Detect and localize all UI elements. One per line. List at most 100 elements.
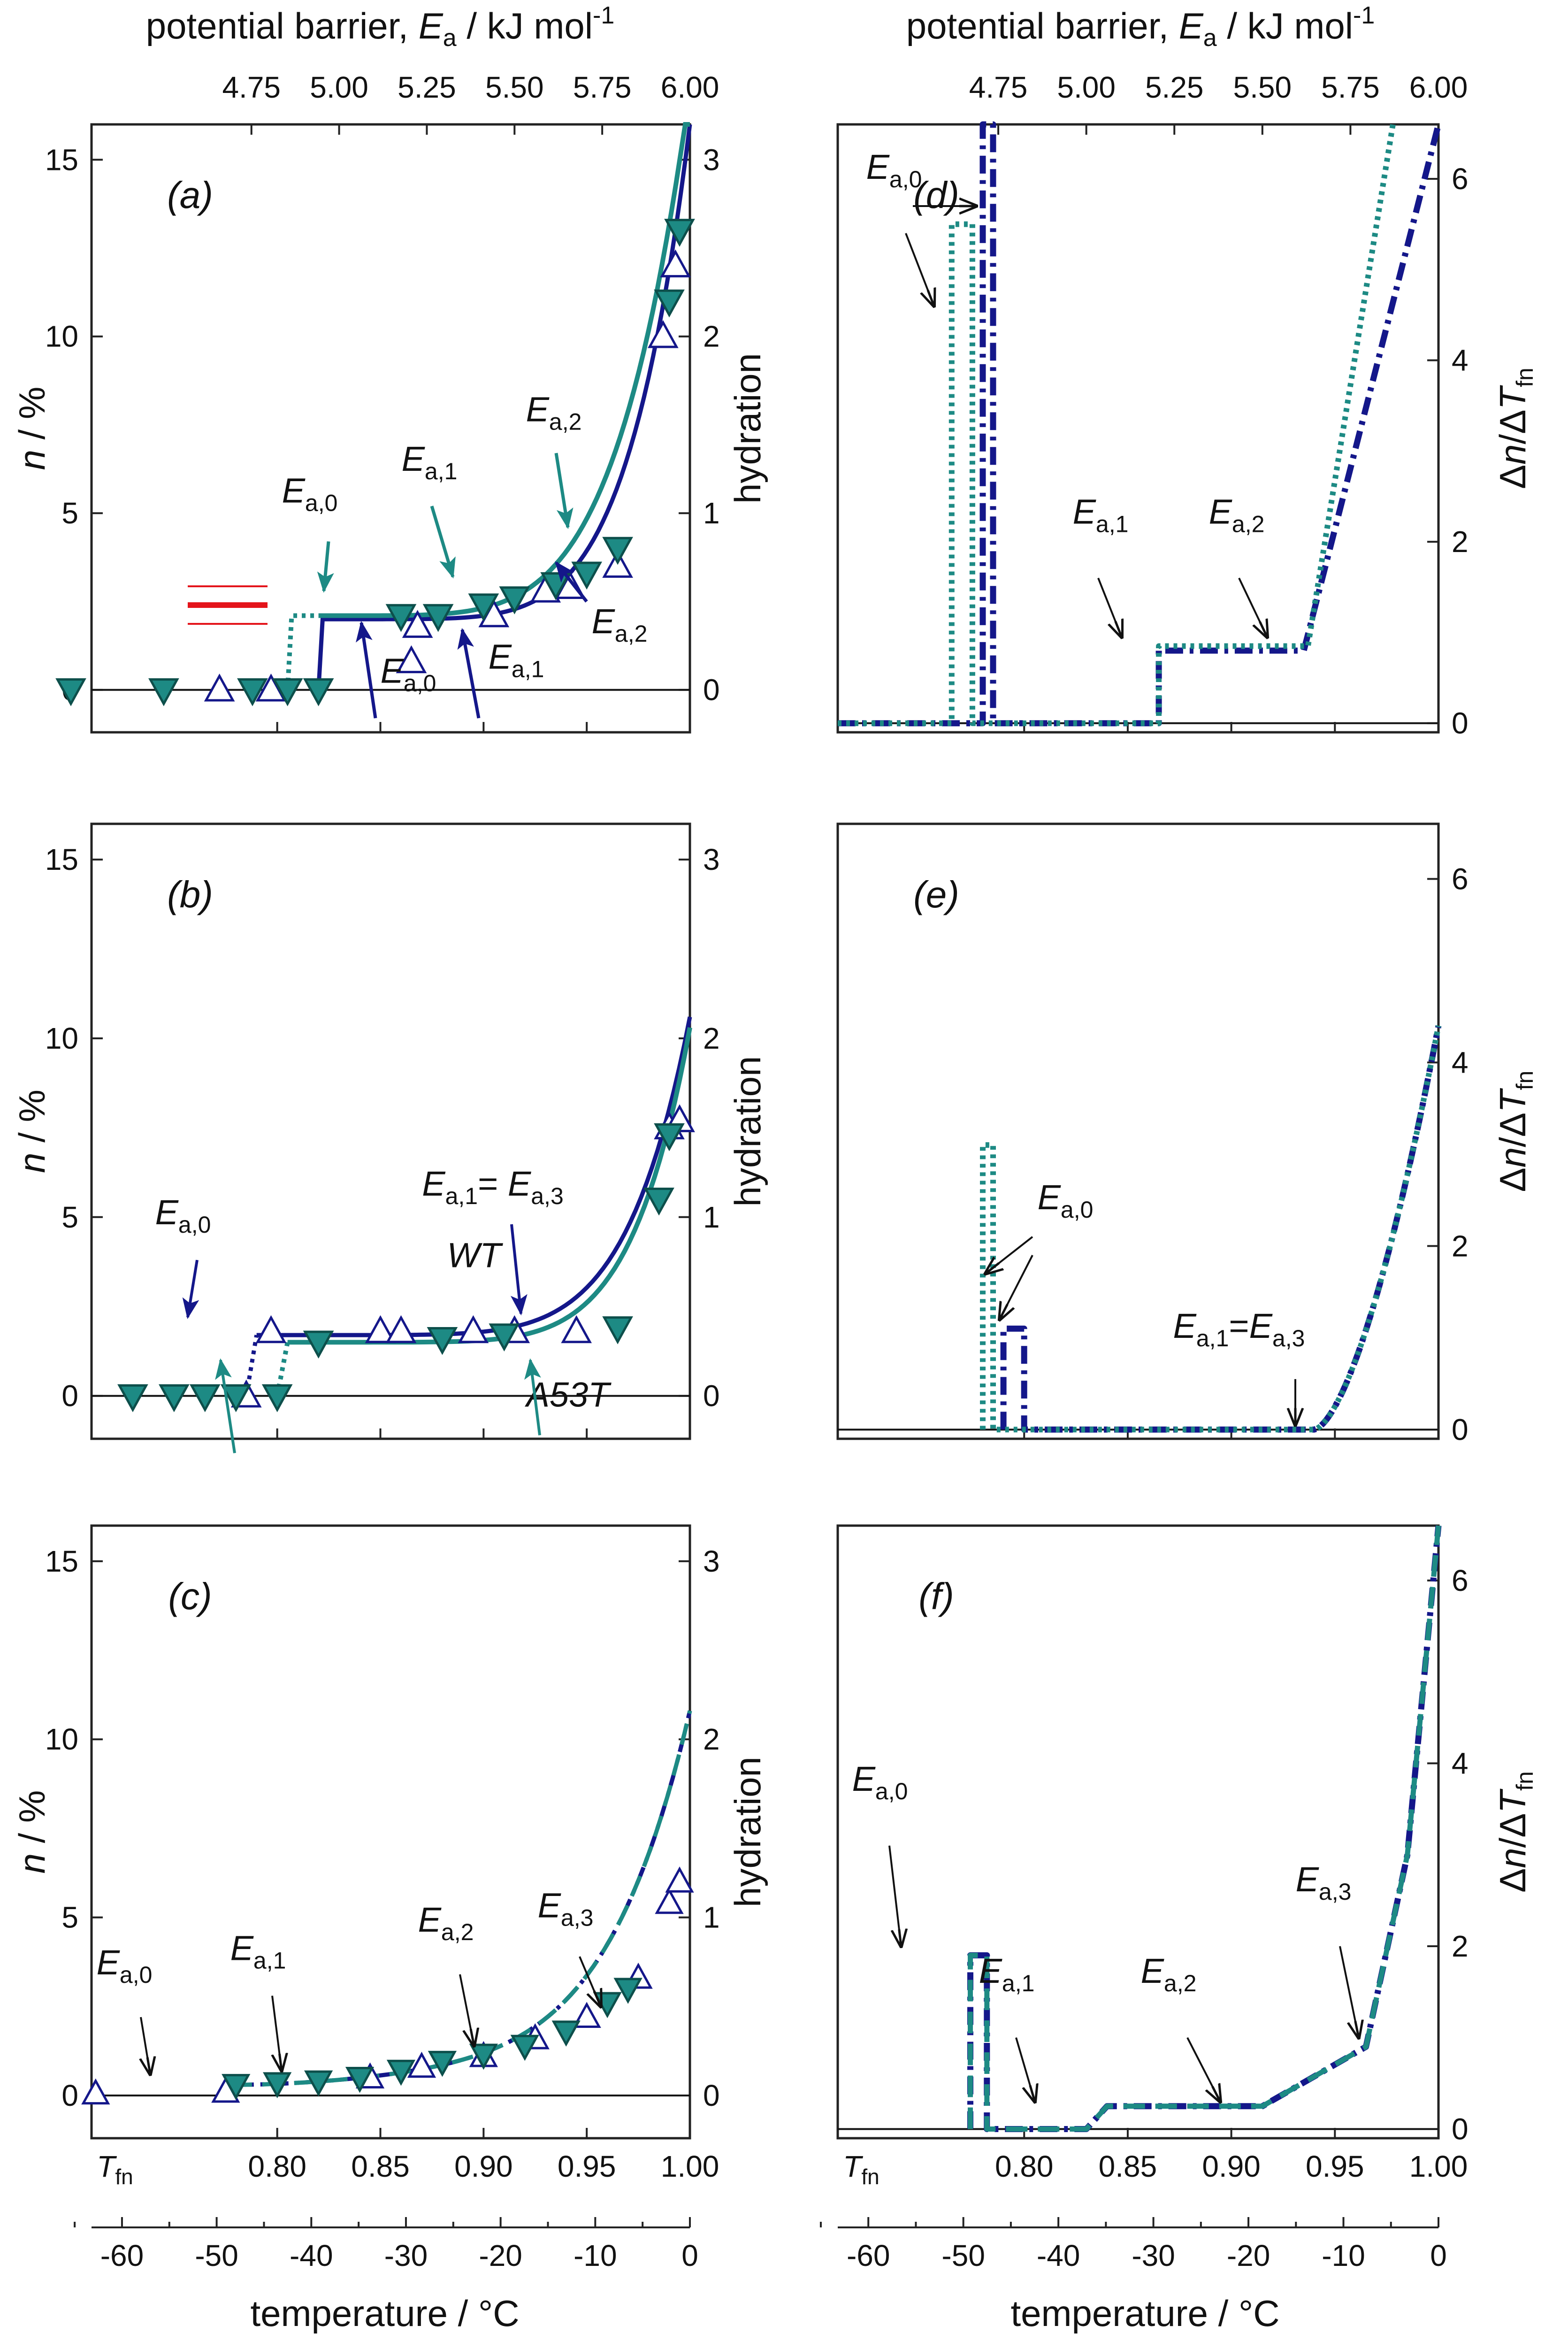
wt-point [561,1315,592,1343]
hydration-tick-label: 0 [703,2079,720,2112]
ann-c-2: Ea,2 [418,1900,474,1945]
ratio-tick-label: 0.95 [1306,2149,1364,2183]
hydration-tick-label: 1 [703,496,720,530]
top-tick-label: 4.75 [222,70,281,104]
wt-point [660,249,691,277]
ann-b-ea1-eq: Ea,1= Ea,3 [422,1164,564,1209]
a53t-point [386,2059,416,2086]
ann-c-1: Ea,1 [230,1929,286,1974]
ann-f-3: Ea,3 [1296,1860,1352,1905]
wt-point [665,1866,694,1893]
hydration-tick-label: 3 [703,1544,720,1578]
deriv-tick-label: 6 [1452,1564,1469,1597]
a53t-point [345,2067,375,2093]
a53t-point [55,678,86,706]
temperature-axis-right: -60 -50 -40 -30 -20 -10 0 [819,2217,1447,2272]
a53t-point [654,289,685,318]
ratio-tick-label: 0.90 [454,2149,513,2183]
temperature-axis-left: -60 -50 -40 -30 -20 -10 0 [74,2217,698,2272]
label-wt: WT [447,1236,503,1274]
top-tick-label: 5.75 [573,70,632,104]
hydration-tick-label: 2 [703,1722,720,1756]
a53t-point [428,2050,457,2077]
a53t-point [613,1978,642,2004]
panel-f-tag: (f) [918,1575,954,1617]
hydration-axis-0: 0 1 2 3 hydration [679,143,768,707]
n-tick-label: 10 [45,1021,78,1055]
a53t-fit-curve [287,1027,692,1345]
n-tick-label: 15 [45,143,78,177]
arrow-e-ea0-a53t [986,1236,1033,1274]
ratio-tick-label: 0.80 [248,2149,306,2183]
wt-point [385,1315,417,1343]
n-tick-label: 0 [61,2079,78,2112]
top-tick-label: 5.50 [1233,70,1292,104]
a53t-point [489,1323,520,1351]
deriv-tick-label: 6 [1452,162,1469,196]
arrow-a-ea2-teal [554,453,574,530]
hydration-tick-label: 1 [703,1901,720,1934]
ann-a-ea1-blue: Ea,1 [489,637,544,682]
panel-frame-left-1 [90,822,691,1440]
arrow-c-2 [459,1974,474,2046]
n-axis-label: n / % [11,1090,53,1173]
arrow-d-ea2 [1238,577,1267,637]
temperature-tick-label: -20 [479,2239,522,2272]
a53t-derivative-line [838,124,1396,726]
n-tick-label: 15 [45,843,78,876]
a53t-point [571,561,603,590]
deriv-axis-0: 0 2 4 6 Δn/ΔTfn [1427,162,1538,740]
a53t-point [643,1187,674,1216]
top-tick-label: 6.00 [661,70,719,104]
deriv-tick-label: 0 [1452,706,1469,740]
a53t-point [220,1384,252,1412]
a53t-point [427,1327,458,1355]
ratio-tick-label: 1.00 [1409,2149,1468,2183]
wt-fit-curve [256,1016,692,1337]
temperature-tick-label: -40 [290,2239,333,2272]
deriv-tick-label: 2 [1452,525,1469,559]
top-axis-left: 4.75 5.00 5.25 5.50 5.75 6.00 [222,70,719,135]
wt-point [648,320,679,348]
temperature-tick-label: -30 [384,2239,428,2272]
a53t-point [189,1384,221,1412]
arrow-d-ea0-a53t [905,233,934,306]
arrow-c-0 [141,2017,150,2074]
ratio-axis-left-2: 0.80 0.85 0.90 0.95 1.00 Tfn [97,2128,719,2189]
deriv-axis-label: Δn/ΔTfn [1492,1071,1538,1192]
wt-fit-dashdot [236,1710,692,2087]
panel-a [55,122,695,706]
ann-b-ea0: Ea,0 [155,1193,211,1238]
ratio-tick-label: 0.95 [558,2149,616,2183]
deriv-tick-label: 4 [1452,1045,1469,1079]
a53t-point [237,678,268,706]
hydration-tick-label: 2 [703,320,720,353]
wt-fit-curve [316,124,692,690]
a53t-point [664,219,695,247]
temperature-tick-label: 0 [681,2239,698,2272]
temperature-tick-label: -10 [574,2239,617,2272]
arrow-a-ea1-teal [430,506,456,579]
wt-point [655,1888,684,1914]
hydration-tick-label: 3 [703,143,720,177]
deriv-axis-1: 0 2 4 6 Δn/ΔTfn [1427,862,1538,1446]
wt-point [81,2078,110,2105]
wt-point [458,1315,489,1343]
ann-a-ea2-blue: Ea,2 [592,602,648,647]
top-tick-label: 5.00 [310,70,368,104]
arrow-f-3 [1339,1946,1359,2038]
arrow-b-wt [510,1224,528,1316]
a53t-point [551,2020,581,2047]
hydration-tick-label: 1 [703,1200,720,1234]
top-axis-title-left: potential barrier, Ea / kJ mol-1 [146,2,615,52]
temperature-tick-label: 0 [1430,2239,1447,2272]
a53t-point [422,604,454,632]
wt-point [396,645,427,674]
top-tick-label: 5.50 [485,70,544,104]
a53t-point [469,2043,498,2070]
n-axis-label: n / % [11,1790,53,1874]
panel-frame-right-1 [836,822,1440,1440]
ratio-axis-left-1 [276,1428,691,1439]
temperature-tick-label: -60 [100,2239,144,2272]
ann-e-ea0: Ea,0 [1038,1178,1094,1223]
